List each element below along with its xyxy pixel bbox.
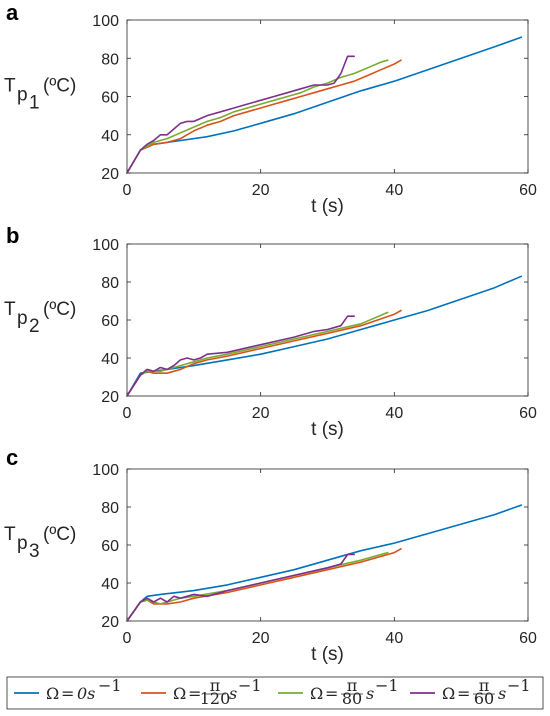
series-line-3 — [126, 311, 389, 397]
legend-frac-denominator: 120 — [200, 689, 231, 708]
legend-frac-numerator: π — [479, 676, 490, 695]
y-tick-label: 40 — [101, 576, 119, 593]
legend-frac-denominator: 60 — [474, 689, 494, 708]
y-tick-label: 100 — [92, 462, 119, 479]
y-tick-label: 100 — [92, 237, 119, 254]
series-line-3 — [126, 59, 389, 174]
legend-unit: 0s — [77, 684, 95, 703]
series-line-1 — [126, 504, 523, 622]
series-line-4 — [126, 55, 356, 174]
x-tick-label: 20 — [252, 630, 270, 647]
y-tick-label: 40 — [101, 128, 119, 145]
panel-letter: c — [6, 445, 18, 470]
x-tick-label: 0 — [123, 630, 132, 647]
legend-unit: s — [366, 684, 374, 703]
y-label-subscript: p — [17, 85, 28, 106]
legend-entry-3: Ω = π80 s −1 — [278, 676, 399, 708]
y-tick-label: 20 — [101, 166, 119, 183]
axes-box — [126, 19, 529, 174]
series-line-2 — [126, 309, 402, 397]
x-tick-label: 20 — [252, 405, 270, 422]
y-label-unit: (ºC) — [43, 524, 76, 545]
y-label-symbol: T — [4, 524, 16, 545]
y-label-subscript: p — [17, 308, 28, 329]
x-tick-label: 60 — [519, 182, 537, 199]
legend-exponent: −1 — [507, 676, 531, 695]
x-axis-label: t (s) — [311, 196, 344, 217]
x-tick-label: 0 — [123, 405, 132, 422]
x-tick-label: 60 — [519, 405, 537, 422]
legend-exponent: −1 — [238, 676, 262, 695]
y-label-symbol: T — [4, 76, 16, 97]
y-tick-label: 60 — [101, 313, 119, 330]
x-tick-label: 40 — [385, 405, 403, 422]
x-axis-label: t (s) — [311, 419, 344, 440]
series-line-1 — [126, 36, 523, 174]
legend-frac-numerator: π — [210, 676, 221, 695]
legend-equals: = — [457, 684, 470, 703]
legend-omega: Ω — [310, 684, 323, 703]
axes-box — [126, 243, 529, 397]
legend-exponent: −1 — [98, 676, 122, 695]
legend-unit: s — [498, 684, 506, 703]
series-line-2 — [126, 59, 402, 174]
legend-entry-1: Ω = 0s −1 — [14, 676, 122, 703]
panel-letter: a — [6, 0, 19, 25]
legend-frac-denominator: 80 — [342, 689, 362, 708]
y-tick-label: 100 — [92, 13, 119, 30]
legend-exponent: −1 — [375, 676, 399, 695]
y-tick-label: 20 — [101, 614, 119, 631]
legend-box — [6, 676, 544, 710]
legend-frac-numerator: π — [347, 676, 358, 695]
series-line-4 — [126, 553, 356, 622]
series-line-4 — [126, 315, 356, 397]
panel-letter: b — [6, 223, 19, 248]
legend-entry-4: Ω = π60 s −1 — [410, 676, 531, 708]
y-label-subsubscript: 3 — [29, 541, 40, 562]
x-tick-label: 0 — [123, 182, 132, 199]
series-line-3 — [126, 551, 389, 622]
x-tick-label: 20 — [252, 182, 270, 199]
y-label-unit: (ºC) — [43, 76, 76, 97]
legend-unit: s — [229, 684, 237, 703]
x-tick-label: 40 — [385, 182, 403, 199]
legend-equals: = — [61, 684, 74, 703]
x-tick-label: 60 — [519, 630, 537, 647]
axes-box — [126, 468, 529, 622]
y-tick-label: 80 — [101, 275, 119, 292]
y-tick-label: 20 — [101, 389, 119, 406]
y-tick-label: 60 — [101, 538, 119, 555]
legend-omega: Ω — [442, 684, 455, 703]
y-tick-label: 60 — [101, 90, 119, 107]
legend-omega: Ω — [46, 684, 59, 703]
x-tick-label: 40 — [385, 630, 403, 647]
y-label-subscript: p — [17, 533, 28, 554]
legend-omega: Ω — [173, 684, 186, 703]
series-line-1 — [126, 275, 523, 397]
y-tick-label: 80 — [101, 500, 119, 517]
y-label-symbol: T — [4, 299, 16, 320]
y-tick-label: 80 — [101, 51, 119, 68]
x-axis-label: t (s) — [311, 644, 344, 665]
y-label-subsubscript: 1 — [29, 93, 40, 114]
legend-equals: = — [188, 684, 201, 703]
legend-equals: = — [325, 684, 338, 703]
y-label-unit: (ºC) — [43, 299, 76, 320]
y-label-subsubscript: 2 — [29, 316, 40, 337]
y-tick-label: 40 — [101, 351, 119, 368]
